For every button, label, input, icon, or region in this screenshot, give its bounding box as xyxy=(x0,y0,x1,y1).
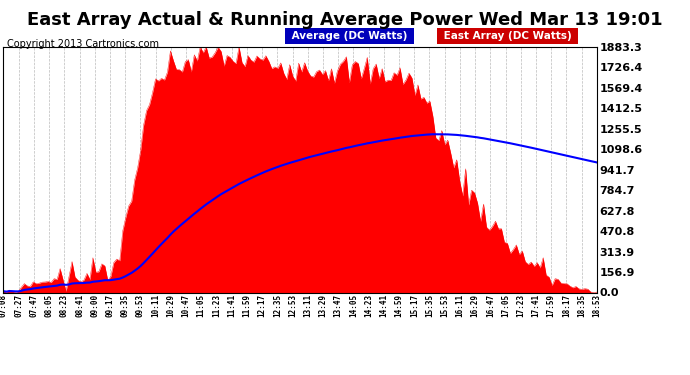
Text: Copyright 2013 Cartronics.com: Copyright 2013 Cartronics.com xyxy=(7,39,159,50)
Text: Average (DC Watts): Average (DC Watts) xyxy=(288,31,411,41)
Text: East Array (DC Watts): East Array (DC Watts) xyxy=(440,31,575,41)
Text: East Array Actual & Running Average Power Wed Mar 13 19:01: East Array Actual & Running Average Powe… xyxy=(27,11,663,29)
